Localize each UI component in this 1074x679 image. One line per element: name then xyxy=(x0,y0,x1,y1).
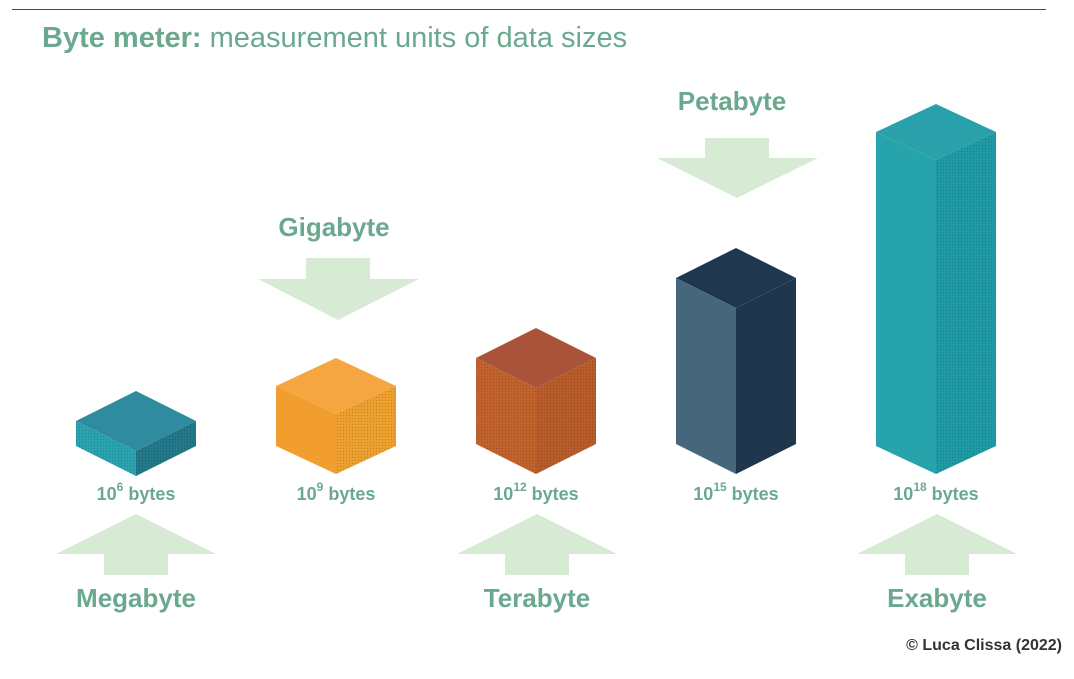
petabyte-arrow-icon xyxy=(657,138,818,198)
petabyte-cube xyxy=(676,248,796,474)
petabyte-label: Petabyte xyxy=(677,86,787,116)
page-title: Byte meter: measurement units of data si… xyxy=(42,18,627,58)
exabyte-cube xyxy=(876,104,996,474)
title-bold: Byte meter: xyxy=(42,22,202,54)
copyright-notice: © Luca Clissa (2022) xyxy=(906,637,1062,654)
exabyte-cube-left xyxy=(876,132,936,474)
exabyte-arrow-icon xyxy=(857,514,1017,575)
megabyte-label: Megabyte xyxy=(76,583,196,613)
terabyte-size-label: 1012 bytes xyxy=(493,480,579,504)
terabyte-cube xyxy=(476,328,596,474)
terabyte-label: Terabyte xyxy=(483,583,591,613)
gigabyte-cube xyxy=(276,358,396,474)
gigabyte-cube-left xyxy=(276,386,336,474)
petabyte-cube-left xyxy=(676,278,736,474)
exabyte-size-label: 1018 bytes xyxy=(893,480,979,504)
exabyte-label: Exabyte xyxy=(887,583,987,613)
title-rest: measurement units of data sizes xyxy=(201,22,628,54)
gigabyte-size-label: 109 bytes xyxy=(296,480,376,504)
megabyte-arrow-icon xyxy=(56,514,216,575)
petabyte-cube-right xyxy=(736,278,796,474)
gigabyte-label: Gigabyte xyxy=(278,212,390,242)
gigabyte-arrow-icon xyxy=(258,258,419,320)
top-rule xyxy=(12,9,1046,10)
megabyte-size-label: 106 bytes xyxy=(96,480,176,504)
megabyte-cube xyxy=(76,391,196,476)
terabyte-arrow-icon xyxy=(457,514,617,575)
petabyte-size-label: 1015 bytes xyxy=(693,480,779,504)
